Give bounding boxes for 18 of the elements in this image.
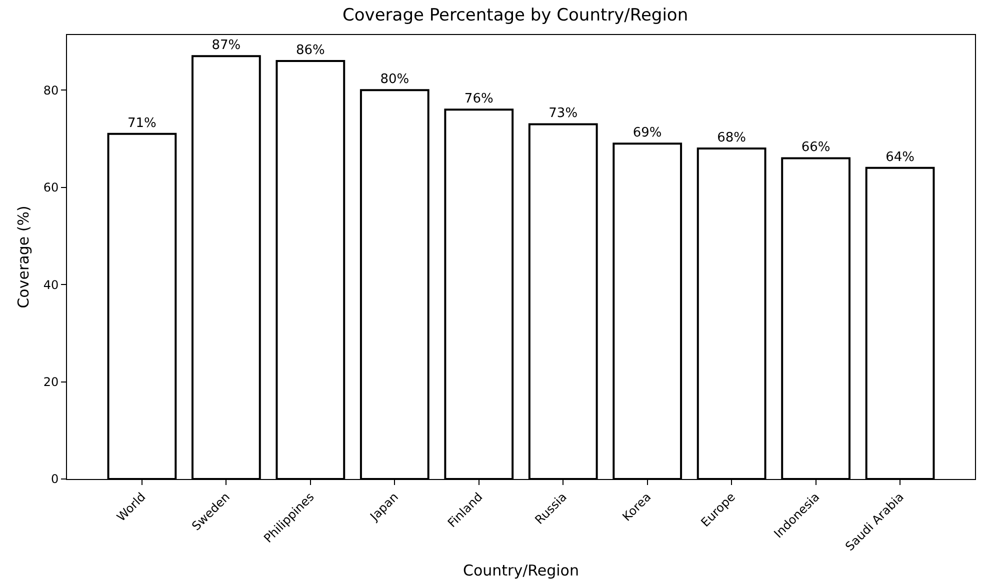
data-label: 80% xyxy=(380,72,410,88)
data-label: 87% xyxy=(212,38,241,54)
y-tick-label: 40 xyxy=(43,278,59,292)
y-tick-label: 60 xyxy=(43,180,59,195)
data-label: 64% xyxy=(886,150,914,165)
data-label: 76% xyxy=(464,92,494,107)
data-label: 66% xyxy=(801,140,830,156)
data-label: 73% xyxy=(548,106,578,122)
chart-title: Coverage Percentage by Country/Region xyxy=(342,6,688,26)
x-axis-title: Country/Region xyxy=(463,562,579,580)
y-axis-title: Coverage (%) xyxy=(14,206,33,308)
data-label: 68% xyxy=(717,130,746,146)
data-label: 71% xyxy=(128,116,156,131)
y-tick-label: 0 xyxy=(50,472,59,486)
y-tick-label: 20 xyxy=(43,374,59,389)
data-label: 69% xyxy=(632,126,662,141)
data-label: 86% xyxy=(296,43,325,58)
y-tick-label: 80 xyxy=(43,83,59,98)
